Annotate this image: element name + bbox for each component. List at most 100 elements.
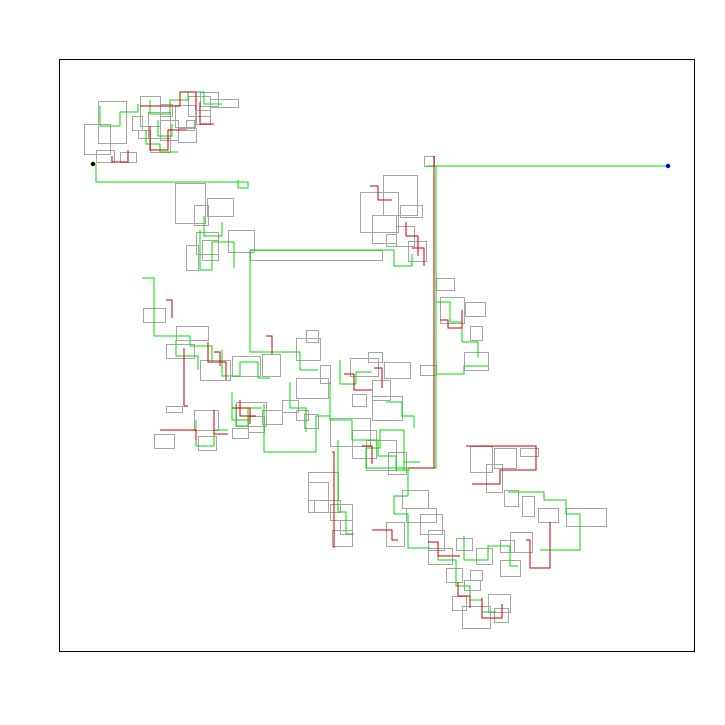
red-route-segment [362, 445, 373, 464]
end-point-marker [665, 163, 671, 169]
gray-box [360, 192, 399, 233]
green-route-segment [436, 365, 488, 375]
green-route-segment [203, 216, 223, 237]
red-route-segment [183, 348, 188, 407]
red-route-segment [199, 102, 214, 125]
green-route-segment [95, 164, 249, 189]
red-route-segment [140, 91, 197, 110]
green-route-segment [329, 382, 410, 471]
red-route-segment [481, 598, 503, 619]
red-route-segment [428, 541, 460, 557]
gray-box [175, 183, 206, 224]
red-route-segment [332, 451, 335, 548]
gray-box [486, 464, 503, 493]
gray-box [202, 240, 219, 261]
gray-box [232, 428, 249, 439]
gray-box [386, 234, 397, 247]
green-route-segment [403, 444, 420, 463]
start-point-marker [90, 161, 96, 167]
gray-box [420, 514, 443, 535]
red-route-segment [149, 126, 186, 151]
green-route-segment [175, 340, 199, 370]
gray-box [428, 530, 445, 551]
red-route-segment [457, 582, 471, 608]
gray-box [132, 116, 143, 131]
gray-box [232, 356, 261, 377]
gray-box [96, 150, 115, 163]
gray-box [296, 378, 329, 399]
red-route-segment [207, 342, 227, 380]
green-route-segment [435, 290, 479, 358]
gray-box [538, 508, 559, 523]
gray-box [566, 508, 607, 527]
green-route-segment [339, 360, 372, 385]
green-route-segment [231, 392, 250, 421]
gray-box [464, 352, 489, 371]
gray-box [304, 414, 319, 429]
plot-frame [59, 59, 695, 652]
green-route-segment [199, 230, 235, 271]
green-route-segment [142, 277, 213, 362]
red-route-segment [239, 400, 256, 417]
gray-box [470, 326, 483, 341]
green-route-segment [337, 440, 354, 535]
gray-box [160, 104, 173, 117]
gray-box [368, 352, 383, 363]
gray-box [194, 205, 209, 226]
gray-box [186, 245, 199, 271]
green-route-segment [235, 404, 262, 427]
gray-box [166, 344, 195, 359]
red-route-segment [408, 156, 435, 469]
red-route-segment [526, 522, 551, 569]
green-route-segment [145, 130, 178, 153]
green-route-segment [263, 404, 330, 453]
gray-box [296, 338, 321, 361]
green-path-layer [95, 91, 668, 613]
red-route-segment [344, 373, 372, 391]
green-route-segment [221, 350, 270, 379]
gray-box [520, 448, 539, 457]
red-route-segment [405, 222, 419, 256]
gray-box [320, 365, 331, 384]
gray-box [186, 120, 195, 131]
gray-box [207, 198, 234, 217]
gray-box [200, 360, 231, 381]
gray-box [166, 406, 183, 413]
gray-box [470, 570, 483, 581]
red-path-layer [111, 91, 551, 619]
gray-box [494, 448, 517, 469]
red-route-segment [372, 529, 398, 541]
gray-box [352, 430, 377, 459]
gray-box [400, 205, 423, 218]
gray-box [488, 594, 511, 613]
gray-box [262, 410, 283, 425]
gray-box [386, 522, 405, 547]
gray-box [465, 302, 486, 317]
red-route-segment [440, 310, 463, 329]
gray-box [384, 362, 411, 379]
gray-box [476, 548, 493, 565]
gray-box [262, 354, 281, 377]
green-route-segment [393, 470, 430, 549]
gray-box [84, 124, 111, 155]
green-route-segment [508, 491, 581, 551]
red-route-segment [466, 445, 537, 485]
green-route-segment [149, 91, 222, 115]
green-route-segment [289, 382, 307, 432]
gray-box [406, 508, 437, 523]
green-route-segment [99, 104, 139, 127]
red-route-segment [374, 367, 383, 388]
red-route-segment [370, 185, 392, 201]
gray-box [176, 326, 209, 341]
gray-box [194, 410, 219, 431]
red-route-segment [412, 247, 425, 266]
gray-box [332, 530, 353, 547]
gray-box [178, 128, 197, 143]
gray-box [522, 496, 535, 517]
red-route-segment [213, 410, 228, 435]
red-route-segment [214, 351, 221, 366]
gray-box [198, 436, 217, 451]
red-route-segment [111, 150, 129, 163]
gray-box [154, 434, 175, 449]
